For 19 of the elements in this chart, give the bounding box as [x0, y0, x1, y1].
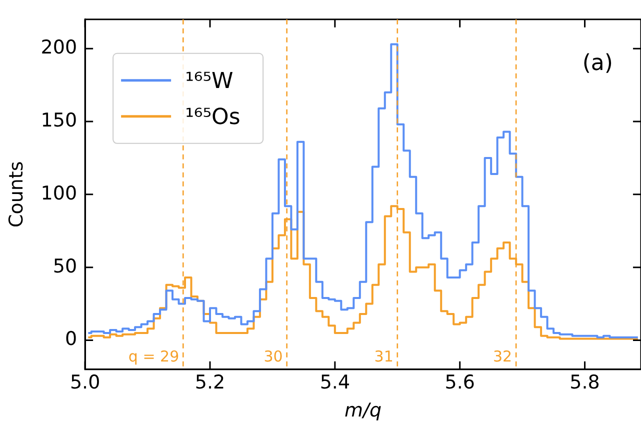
y-tick-label: 200: [40, 36, 78, 59]
annotation: 31: [374, 348, 394, 366]
annotation: 32: [492, 348, 512, 366]
y-tick-label: 0: [64, 328, 78, 350]
x-axis-title: m/q: [344, 400, 382, 422]
x-tick-label: 5.2: [194, 372, 226, 394]
x-tick-label: 5.6: [444, 372, 475, 394]
annotation: (a): [582, 51, 613, 76]
annotation: q = 29: [128, 348, 180, 366]
legend-label: ¹⁶⁵Os: [185, 105, 240, 130]
x-tick-label: 5.4: [320, 372, 350, 394]
y-tick-label: 150: [40, 109, 78, 132]
y-tick-label: 100: [40, 182, 78, 204]
x-tick-label: 5.0: [70, 372, 100, 394]
annotation: 30: [264, 348, 283, 366]
y-tick-label: 50: [52, 255, 78, 278]
x-tick-label: 5.8: [570, 372, 600, 394]
y-axis-title: Counts: [5, 161, 28, 228]
legend-label: ¹⁶⁵W: [185, 69, 234, 94]
